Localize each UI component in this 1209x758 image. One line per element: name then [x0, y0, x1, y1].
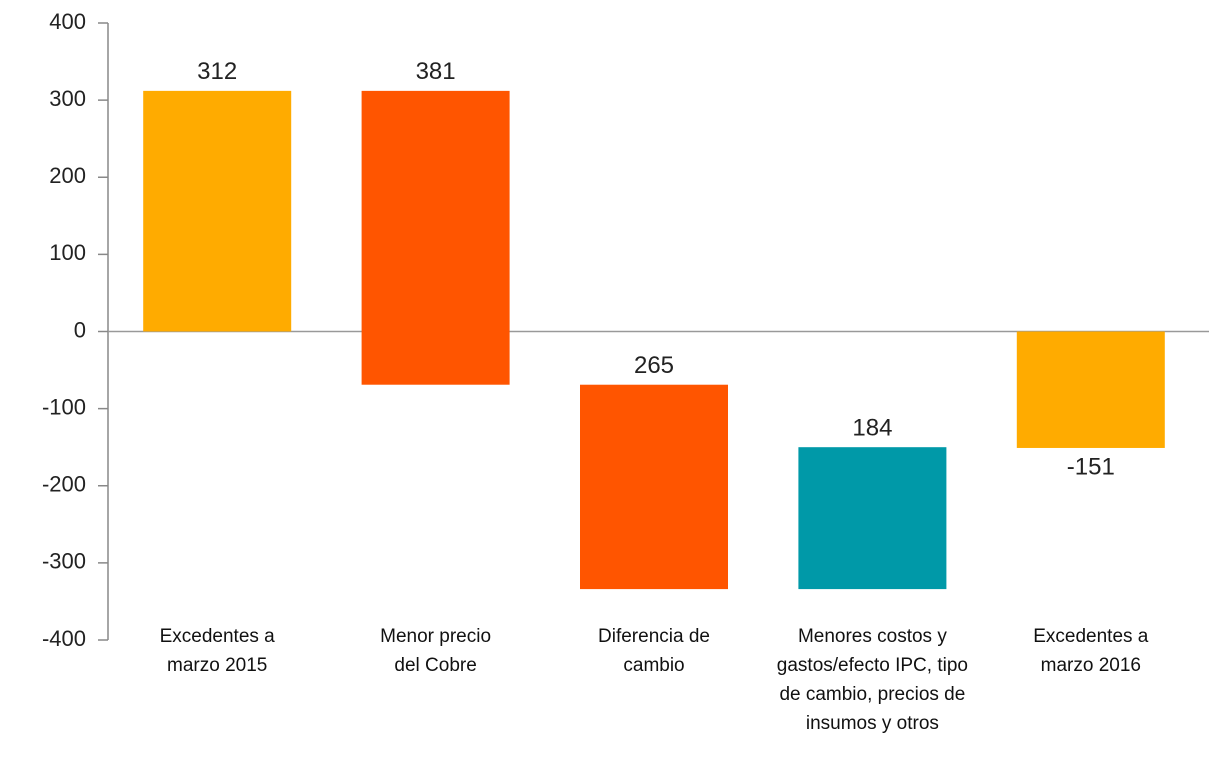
data-label: 184 [852, 415, 892, 442]
y-tick-label: 200 [49, 163, 86, 188]
y-tick-label: 300 [49, 86, 86, 111]
y-tick-label: -400 [42, 626, 86, 651]
bar [361, 90, 510, 385]
x-tick-label: Diferencia de cambio [598, 626, 710, 676]
y-tick-label: 100 [49, 240, 86, 265]
data-label: 265 [634, 352, 674, 379]
y-tick-label: -200 [42, 472, 86, 497]
bar [798, 447, 947, 590]
data-label: 312 [197, 58, 237, 85]
x-tick-label: Excedentes a marzo 2015 [159, 626, 275, 676]
x-tick-label: Menores costos y gastos/efecto IPC, tipo… [776, 626, 968, 734]
x-tick-label: Menor precio del Cobre [380, 626, 492, 676]
bar [580, 384, 728, 590]
y-tick-label: 400 [49, 9, 86, 34]
y-tick-label: -100 [42, 394, 86, 419]
y-tick-label: -300 [42, 549, 86, 574]
data-label: -151 [1067, 453, 1115, 480]
bar [1016, 331, 1165, 448]
bar [143, 90, 292, 332]
data-label: 381 [416, 58, 456, 85]
x-tick-label: Excedentes a marzo 2016 [1033, 626, 1149, 676]
y-tick-label: 0 [74, 317, 86, 342]
